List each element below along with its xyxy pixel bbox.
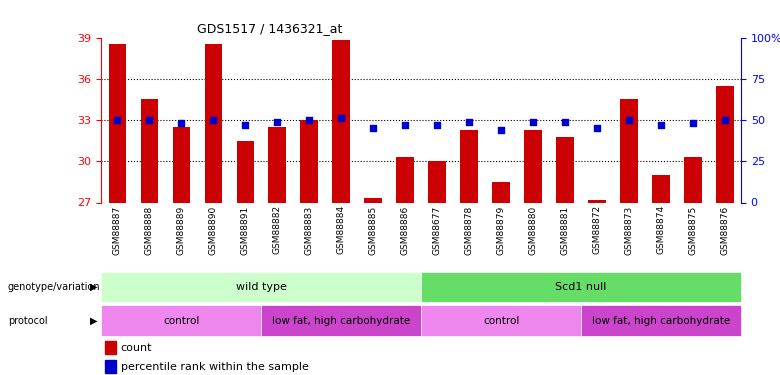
Point [719,117,732,123]
Text: control: control [483,316,519,326]
Text: genotype/variation: genotype/variation [8,282,101,292]
Point [176,120,188,126]
Bar [140,99,158,202]
Point [335,116,348,122]
Text: low fat, high carbohydrate: low fat, high carbohydrate [592,316,730,326]
Point [463,118,476,124]
Bar [652,175,670,202]
Point [591,125,604,131]
Point [112,117,124,123]
Point [399,122,412,128]
Bar [588,200,606,202]
Text: percentile rank within the sample: percentile rank within the sample [121,362,308,372]
Text: ▶: ▶ [90,282,98,292]
Bar [556,136,574,202]
Bar [364,198,382,202]
Point [303,117,316,123]
Bar [204,44,222,203]
Point [271,118,284,124]
Point [655,122,668,128]
Bar [300,120,318,202]
Point [144,117,156,123]
Point [239,122,252,128]
Point [495,127,508,133]
Bar [581,305,741,336]
Point [431,122,444,128]
Text: ▶: ▶ [90,316,98,326]
Bar [105,341,116,354]
Bar [684,157,702,203]
Bar [492,182,510,203]
Bar [236,141,254,202]
Point [367,125,380,131]
Text: low fat, high carbohydrate: low fat, high carbohydrate [272,316,410,326]
Point [527,118,540,124]
Point [687,120,700,126]
Text: count: count [121,343,152,353]
Bar [460,130,478,203]
Text: GDS1517 / 1436321_at: GDS1517 / 1436321_at [197,22,342,35]
Bar [421,272,741,302]
Point [207,117,220,123]
Bar [268,127,286,202]
Bar [172,127,190,202]
Bar [620,99,638,202]
Text: wild type: wild type [236,282,287,292]
Bar [101,305,261,336]
Text: Scd1 null: Scd1 null [555,282,607,292]
Bar [105,360,116,373]
Bar [524,130,542,203]
Bar [716,86,734,202]
Text: control: control [163,316,200,326]
Bar [332,40,350,203]
Text: protocol: protocol [8,316,48,326]
Bar [261,305,421,336]
Point [558,118,571,124]
Point [623,117,636,123]
Bar [428,161,446,202]
Bar [108,44,126,203]
Bar [396,157,414,203]
Bar [101,272,421,302]
Bar [421,305,581,336]
